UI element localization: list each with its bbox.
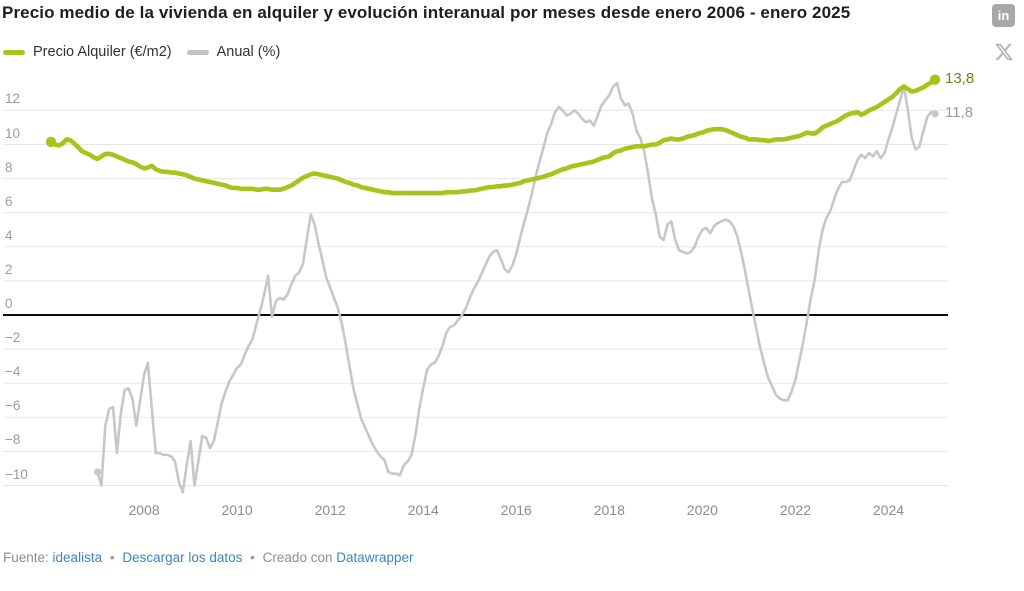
legend: Precio Alquiler (€/m2) Anual (%) xyxy=(3,44,280,60)
footer: Fuente: idealista • Descargar los datos … xyxy=(3,550,414,565)
x-axis-tick-label: 2008 xyxy=(128,502,160,518)
legend-label-anual: Anual (%) xyxy=(216,44,281,60)
footer-separator: • xyxy=(109,550,115,565)
series-point-dot xyxy=(931,110,939,118)
x-axis-tick-label: 2018 xyxy=(593,502,625,518)
y-axis-tick-label: 0 xyxy=(5,296,13,311)
end-value-label-1: 11,8 xyxy=(945,103,974,121)
series-line-1 xyxy=(96,81,937,494)
x-axis-tick-label: 2024 xyxy=(872,502,905,518)
series-point-dot xyxy=(45,136,57,148)
y-axis-tick-label: 10 xyxy=(5,125,21,141)
legend-swatch-anual xyxy=(186,49,209,55)
legend-swatch-precio-alquiler xyxy=(3,49,25,55)
x-axis-tick-label: 2012 xyxy=(314,502,346,518)
series-point-dot xyxy=(929,74,941,85)
datawrapper-link[interactable]: Datawrapper xyxy=(336,550,414,565)
x-axis-tick-label: 2014 xyxy=(407,502,439,518)
y-axis-tick-label: −6 xyxy=(5,398,21,414)
x-axis-tick-label: 2010 xyxy=(221,502,253,518)
share-buttons: in xyxy=(992,4,1018,62)
linkedin-icon-text: in xyxy=(997,8,1010,23)
legend-item-precio-alquiler: Precio Alquiler (€/m2) xyxy=(3,44,172,60)
y-axis-tick-label: −4 xyxy=(5,364,21,380)
x-logo-glyph xyxy=(995,43,1014,61)
y-axis-tick-label: −10 xyxy=(5,466,28,482)
download-data-link[interactable]: Descargar los datos xyxy=(122,550,243,565)
linkedin-share-icon[interactable]: in xyxy=(992,4,1015,27)
y-axis-tick-label: −8 xyxy=(5,432,21,448)
y-axis-tick-label: −2 xyxy=(5,330,21,346)
source-label: Fuente: xyxy=(3,550,49,565)
y-axis-tick-label: 6 xyxy=(5,193,13,209)
y-axis-tick-label: 2 xyxy=(5,261,13,277)
series-point-dot xyxy=(93,468,102,476)
y-axis-tick-label: 4 xyxy=(5,227,13,243)
series-line-0 xyxy=(48,77,938,196)
legend-item-anual: Anual (%) xyxy=(186,44,281,60)
chart-title: Precio medio de la vivienda en alquiler … xyxy=(2,3,851,22)
x-axis-tick-label: 2022 xyxy=(779,502,811,518)
y-axis-tick-label: 12 xyxy=(5,91,21,107)
created-with-label: Creado con xyxy=(262,550,333,565)
source-link[interactable]: idealista xyxy=(52,550,103,565)
end-value-label-0: 13,8 xyxy=(945,69,975,87)
footer-separator: • xyxy=(250,550,255,565)
x-twitter-share-icon[interactable] xyxy=(994,42,1014,62)
y-axis-tick-label: 8 xyxy=(5,159,13,175)
x-axis-tick-label: 2020 xyxy=(686,502,718,518)
x-axis-tick-label: 2016 xyxy=(500,502,532,518)
legend-label-precio-alquiler: Precio Alquiler (€/m2) xyxy=(33,44,172,60)
